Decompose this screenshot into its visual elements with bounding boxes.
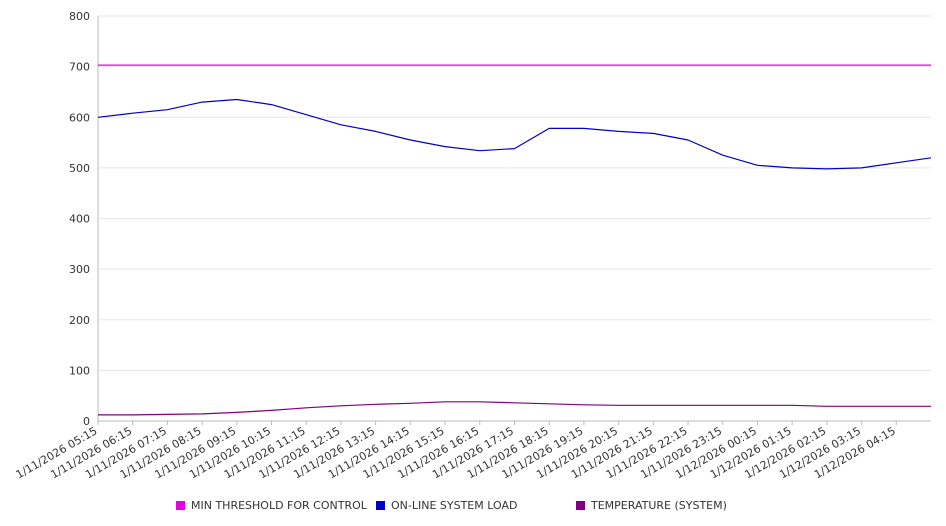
legend-item-threshold[interactable]: MIN THRESHOLD FOR CONTROL [176,499,367,512]
legend: MIN THRESHOLD FOR CONTROL ON-LINE SYSTEM… [0,499,946,513]
legend-label-threshold: MIN THRESHOLD FOR CONTROL [191,499,367,512]
legend-item-temperature[interactable]: TEMPERATURE (SYSTEM) [576,499,727,512]
y-tick-label: 600 [69,111,90,124]
y-tick-label: 400 [69,213,90,226]
series-line-1 [97,98,932,170]
axes [97,16,931,425]
x-axis-ticks: 1/11/2026 05:151/11/2026 06:151/11/2026 … [14,424,898,481]
y-tick-label: 0 [83,415,90,428]
y-tick-label: 800 [69,10,90,23]
series-line-2 [98,401,931,416]
legend-item-load[interactable]: ON-LINE SYSTEM LOAD [376,499,517,512]
y-tick-label: 100 [69,364,90,377]
legend-label-load: ON-LINE SYSTEM LOAD [391,499,518,512]
y-axis-ticks: 0 100 200 300 400 500 600 700 800 [69,10,90,428]
series-lines [97,64,932,416]
legend-label-temperature: TEMPERATURE (SYSTEM) [591,499,727,512]
y-tick-label: 200 [69,314,90,327]
y-tick-label: 300 [69,263,90,276]
legend-swatch-temperature [576,501,585,510]
legend-swatch-threshold [176,501,185,510]
legend-swatch-load [376,501,385,510]
gridlines [98,15,931,422]
y-tick-label: 700 [69,61,90,74]
y-tick-label: 500 [69,162,90,175]
